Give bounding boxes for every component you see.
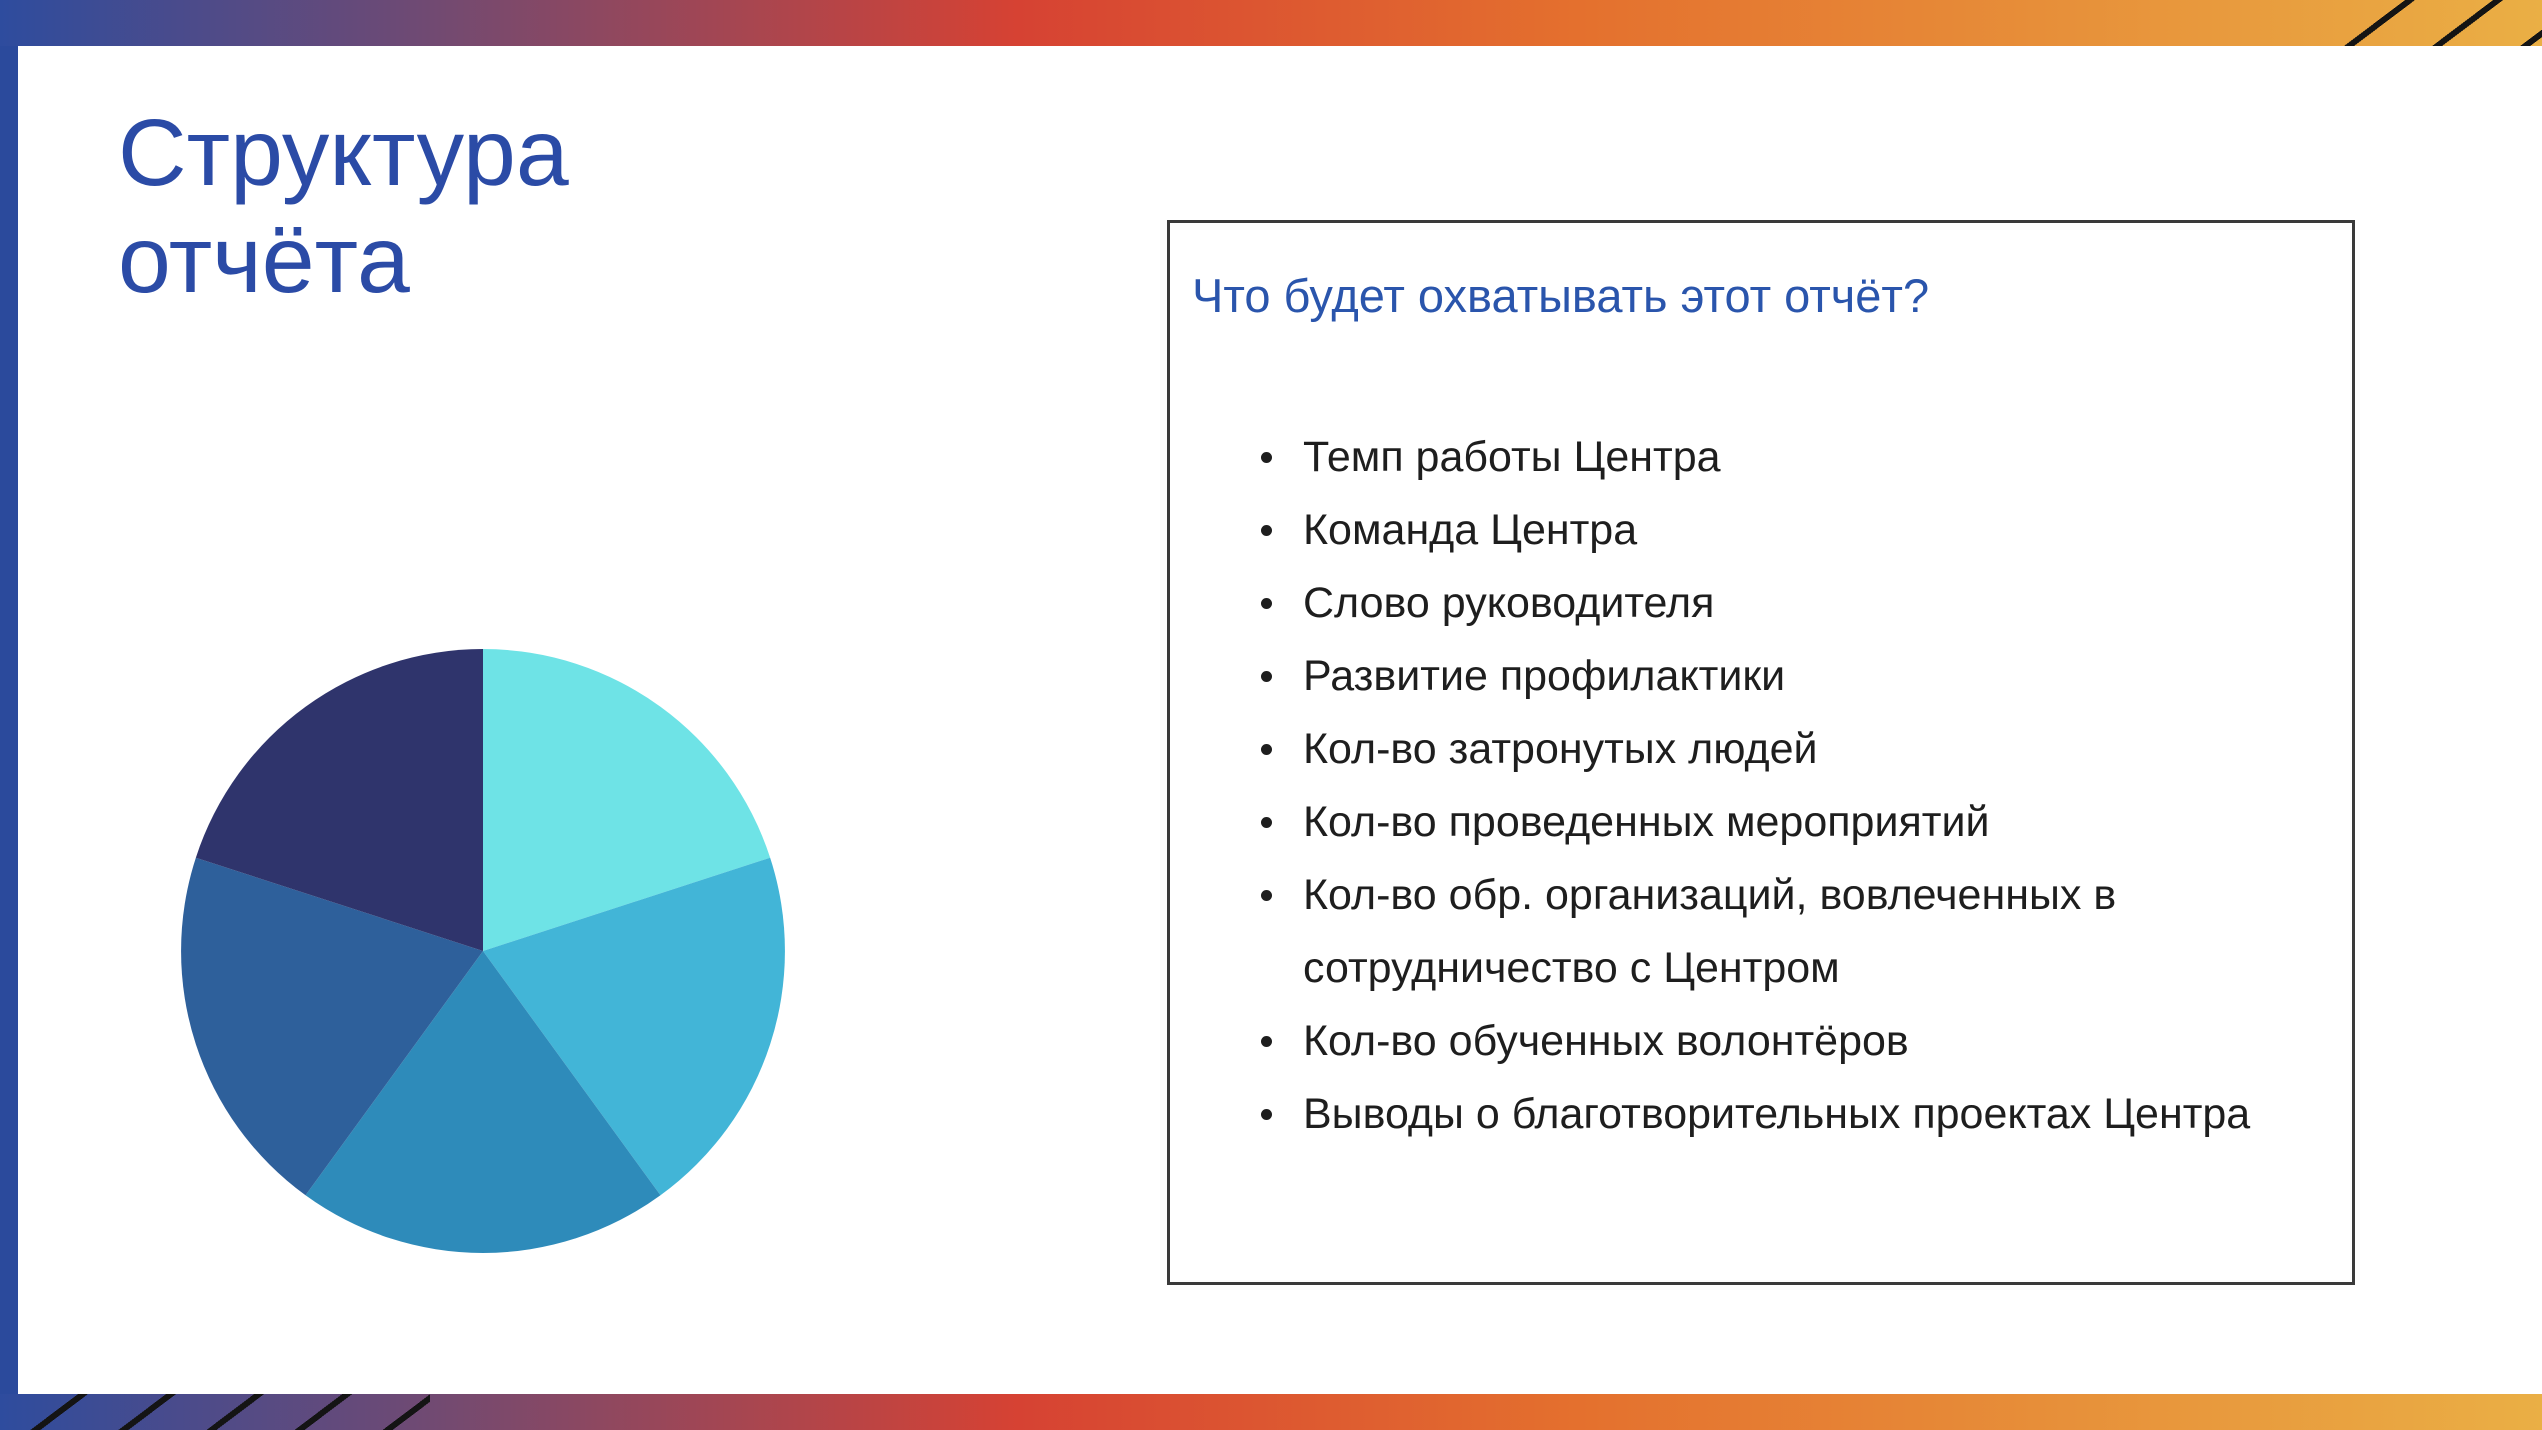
pie-chart	[181, 649, 785, 1253]
pie-slice-1	[483, 649, 771, 951]
pie-slice-4	[181, 857, 483, 1196]
hatch-decoration-bottom-left	[0, 1394, 430, 1430]
panel-list: Темп работы Центра Команда Центра Слово ру…	[1192, 421, 2306, 1151]
list-item: Кол-во проведенных мероприятий	[1261, 786, 2306, 859]
pie-slice-3	[305, 951, 661, 1253]
hatch-decoration-top-right	[2327, 0, 2542, 46]
content-panel: Что будет охватывать этот отчёт? Темп ра…	[1167, 220, 2355, 1285]
frame-left-border	[0, 0, 18, 1430]
frame-top-border	[0, 0, 2542, 46]
list-item: Темп работы Центра	[1261, 421, 2306, 494]
list-item: Кол-во обр. организаций, вовлеченных в с…	[1261, 859, 2306, 1005]
list-item: Выводы о благотворительных проектах Цент…	[1261, 1078, 2306, 1151]
list-item: Слово руководителя	[1261, 567, 2306, 640]
pie-slice-5	[195, 649, 483, 951]
list-item: Кол-во затронутых людей	[1261, 713, 2306, 786]
slide-title: Структура отчёта	[118, 100, 569, 314]
list-item: Кол-во обученных волонтёров	[1261, 1005, 2306, 1078]
pie-slice-2	[483, 857, 785, 1196]
panel-heading: Что будет охватывать этот отчёт?	[1192, 269, 1930, 322]
list-item: Развитие профилактики	[1261, 640, 2306, 713]
list-item: Команда Центра	[1261, 494, 2306, 567]
frame-bottom-border	[0, 1394, 2542, 1430]
